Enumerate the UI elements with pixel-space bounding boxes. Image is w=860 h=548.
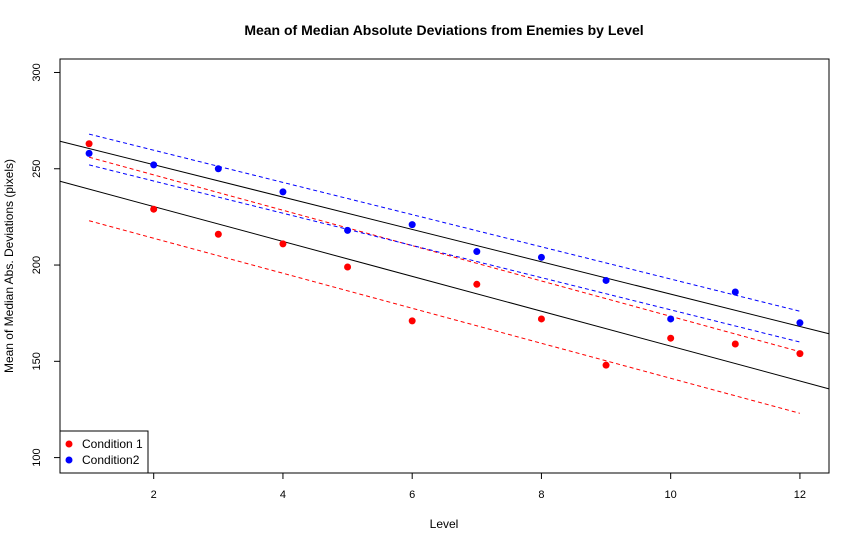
y-tick-label: 250: [31, 160, 43, 178]
x-tick-label: 2: [151, 489, 157, 501]
x-tick-label: 10: [665, 489, 677, 501]
ci-band-lower-series-2: [88, 164, 801, 343]
data-point-series-1: [279, 240, 287, 248]
x-axis: 2 4 6 8 10 12: [151, 473, 806, 501]
legend-label-condition-1: Condition 1: [82, 437, 143, 451]
data-point-series-1: [602, 361, 610, 369]
y-tick-label: 100: [31, 448, 43, 466]
ci-band-upper-series-2: [88, 133, 801, 312]
data-point-series-1: [150, 205, 158, 213]
fit-lines: [59, 133, 830, 414]
legend-marker-condition-1: [65, 440, 73, 448]
legend-label-condition-2: Condition2: [82, 453, 140, 467]
chart-title: Mean of Median Absolute Deviations from …: [244, 22, 643, 38]
ci-band-lower-series-1: [88, 220, 801, 414]
data-point-series-2: [344, 226, 352, 234]
fit-line-series-1: [59, 180, 830, 390]
data-point-series-1: [537, 315, 545, 323]
x-tick-label: 12: [794, 489, 806, 501]
data-point-series-1: [214, 230, 222, 238]
x-tick-label: 8: [538, 489, 544, 501]
data-point-series-2: [408, 221, 416, 229]
data-point-series-2: [796, 319, 804, 327]
x-tick-label: 4: [280, 489, 286, 501]
y-axis-label: Mean of Median Abs. Deviations (pixels): [2, 159, 16, 373]
data-point-series-1: [344, 263, 352, 271]
data-point-series-2: [279, 188, 287, 196]
data-point-series-2: [150, 161, 158, 169]
data-point-series-2: [731, 288, 739, 296]
x-tick-label: 6: [409, 489, 415, 501]
data-points: [85, 140, 804, 369]
data-point-series-2: [85, 149, 93, 157]
plot-frame: [59, 58, 830, 474]
y-tick-label: 150: [31, 352, 43, 370]
ci-band-upper-series-1: [88, 156, 801, 353]
y-axis: 100 150 200 250 300: [31, 63, 60, 467]
data-point-series-2: [537, 253, 545, 261]
data-point-series-1: [85, 140, 93, 148]
legend: Condition 1 Condition2: [59, 430, 149, 474]
legend-marker-condition-2: [65, 456, 73, 464]
data-point-series-1: [408, 317, 416, 325]
data-point-series-2: [473, 248, 481, 256]
data-point-series-1: [473, 280, 481, 288]
data-point-series-2: [214, 165, 222, 173]
x-axis-label: Level: [430, 517, 459, 531]
data-point-series-1: [667, 334, 675, 342]
data-point-series-1: [731, 340, 739, 348]
data-point-series-2: [667, 315, 675, 323]
plot-area: [59, 133, 830, 414]
y-tick-label: 200: [31, 256, 43, 274]
y-tick-label: 300: [31, 63, 43, 81]
data-point-series-2: [602, 276, 610, 284]
fit-line-series-2: [59, 140, 830, 335]
legend-box: [59, 430, 149, 474]
data-point-series-1: [796, 350, 804, 358]
